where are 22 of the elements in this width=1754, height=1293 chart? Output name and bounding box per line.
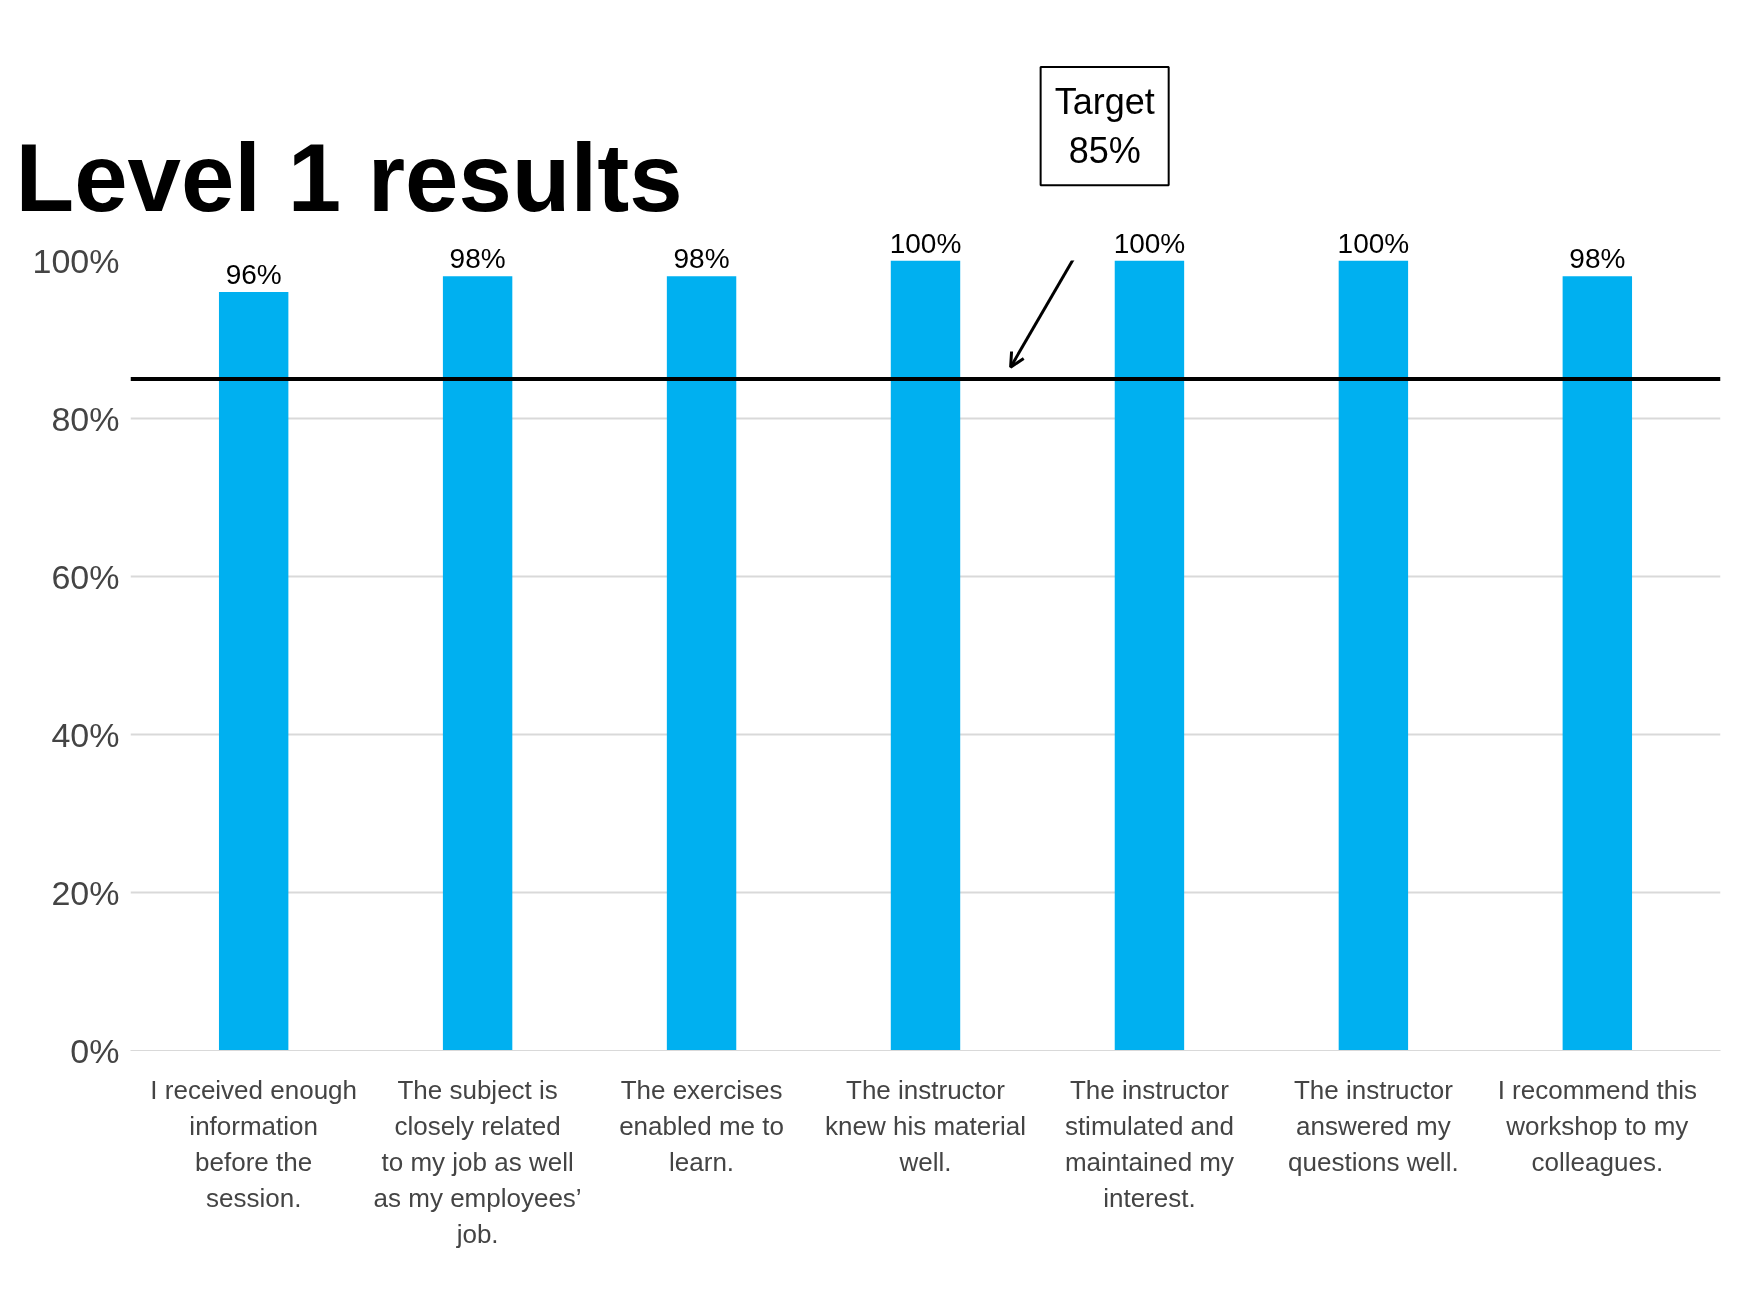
x-tick-label: I recommend this workshop to my colleagues.: [1497, 1074, 1698, 1177]
y-tick-label: 0%: [70, 1031, 120, 1070]
data-label: 100%: [1337, 227, 1410, 259]
y-tick-label: 60%: [51, 557, 120, 596]
data-label: 96%: [225, 259, 282, 291]
data-label: 98%: [449, 243, 506, 275]
x-tick-label: The subject is closely related to my job as well as my employees’ job.: [373, 1074, 582, 1249]
y-tick-label: 40%: [51, 715, 120, 754]
x-tick-label: The instructor knew his material well.: [825, 1074, 1026, 1177]
x-tick-label: The exercises enabled me to learn.: [619, 1074, 784, 1177]
x-tick-label: The instructor answered my questions well.: [1288, 1074, 1459, 1177]
data-label: 100%: [889, 227, 962, 259]
y-tick-label: 80%: [51, 399, 120, 438]
x-tick-label: The instructor stimulated and maintained my interest.: [1064, 1074, 1234, 1213]
data-label: 98%: [1569, 243, 1626, 275]
y-tick-label: 100%: [32, 241, 120, 280]
ref-line-label: Target 85%: [1054, 81, 1155, 172]
y-tick-label: 20%: [51, 873, 120, 912]
chart-title: Level 1 results: [15, 123, 683, 231]
x-tick-label: I received enough information before the session.: [150, 1074, 358, 1213]
data-label: 100%: [1113, 227, 1186, 259]
data-label: 98%: [673, 243, 730, 275]
